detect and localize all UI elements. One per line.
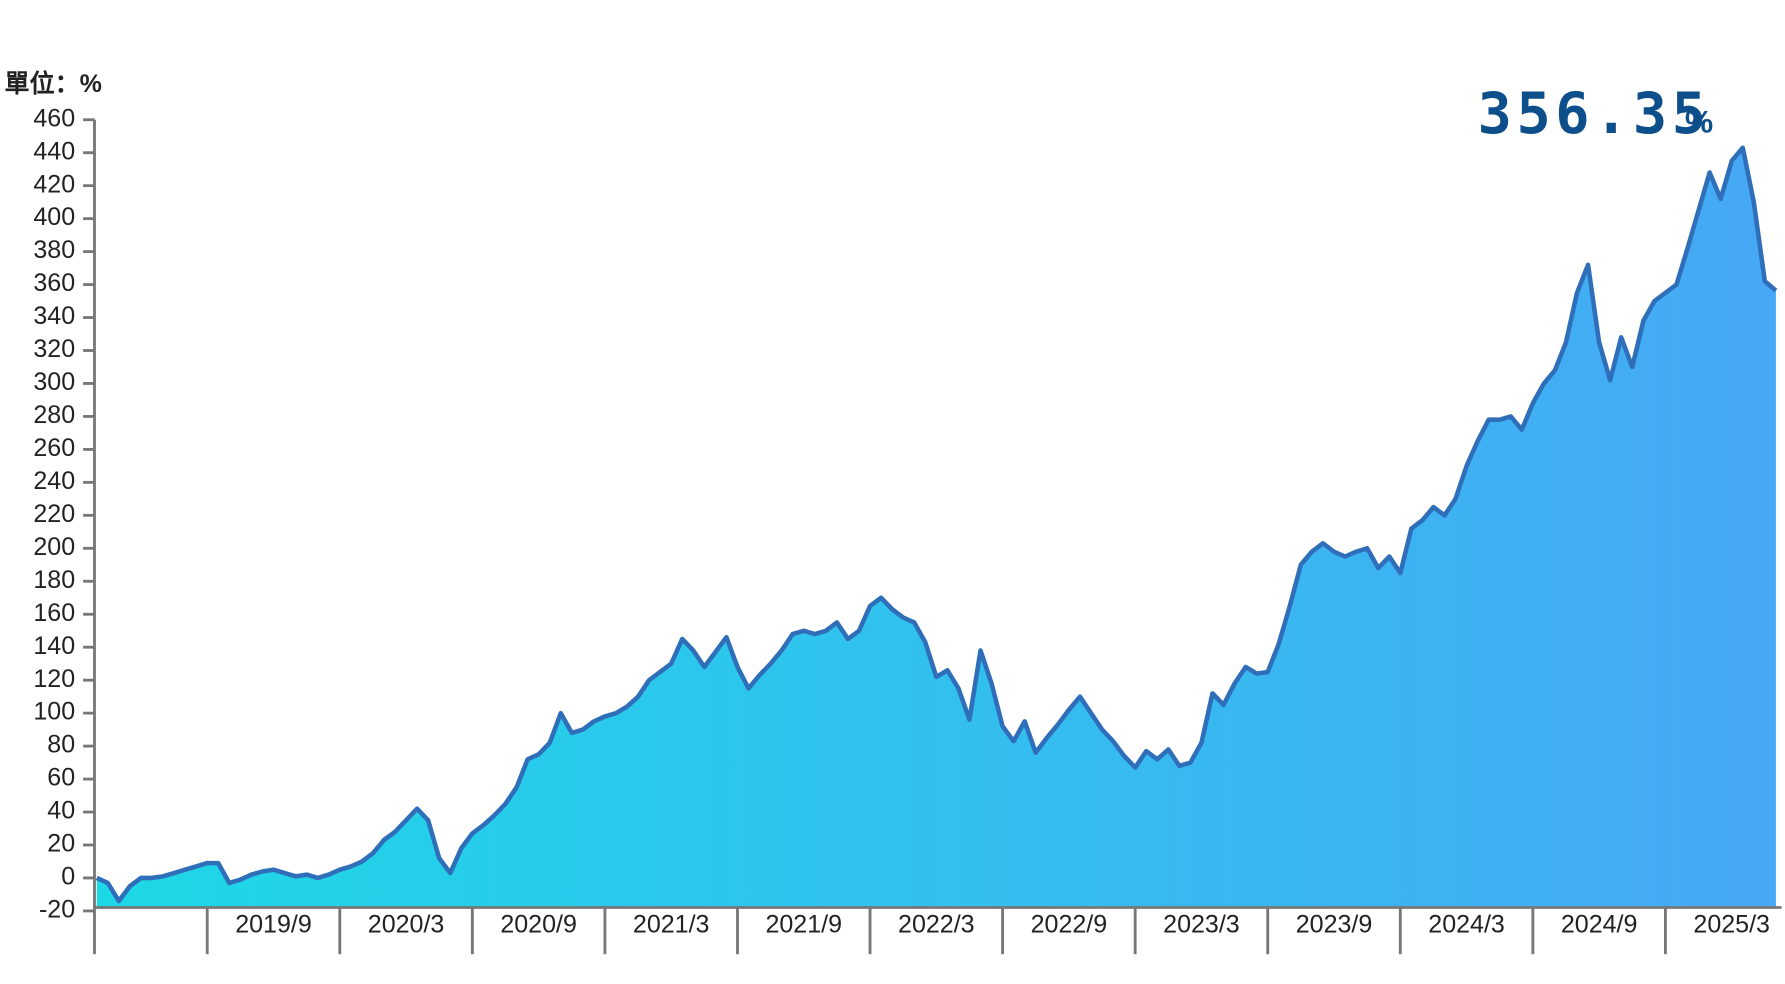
area-fill <box>96 147 1776 908</box>
y-tick-label: 140 <box>33 632 75 660</box>
y-tick-label: 40 <box>47 797 75 825</box>
x-tick-label: 2022/9 <box>1031 910 1108 938</box>
y-axis-unit: 單位：% <box>5 69 102 98</box>
y-tick-label: 20 <box>47 830 75 858</box>
y-tick-label: 360 <box>33 269 75 297</box>
x-tick-label: 2024/3 <box>1428 910 1505 938</box>
y-tick-label: 400 <box>33 203 75 231</box>
y-tick-label: 280 <box>33 401 75 429</box>
y-tick-label: 100 <box>33 698 75 726</box>
y-tick-label: 300 <box>33 368 75 396</box>
last-value-annotation: 356.35 <box>1478 81 1711 147</box>
y-tick-label: 240 <box>33 467 75 495</box>
x-tick-label: 2021/3 <box>633 910 710 938</box>
y-tick-label: 200 <box>33 533 75 561</box>
y-tick-label: 320 <box>33 335 75 363</box>
y-tick-label: 380 <box>33 236 75 264</box>
annotation-unit: % <box>1685 104 1713 140</box>
x-tick-label: 2024/9 <box>1561 910 1638 938</box>
line <box>95 145 1778 904</box>
x-tick-label: 2023/3 <box>1163 910 1240 938</box>
y-tick-label: 460 <box>33 104 75 132</box>
y-tick-label: 340 <box>33 302 75 330</box>
x-tick-label: 2025/3 <box>1693 910 1770 938</box>
y-tick-label: 80 <box>47 731 75 759</box>
y-tick-label: 160 <box>33 599 75 627</box>
y-tick-label: 0 <box>61 863 75 891</box>
x-tick-label: 2021/9 <box>765 910 842 938</box>
x-tick-label: 2020/3 <box>368 910 445 938</box>
y-tick-label: 420 <box>33 170 75 198</box>
y-tick-label: 260 <box>33 434 75 462</box>
y-tick-label: 60 <box>47 764 75 792</box>
y-tick-label: 120 <box>33 665 75 693</box>
y-tick-label: -20 <box>39 896 75 924</box>
y-tick-label: 180 <box>33 566 75 594</box>
y-tick-label: 440 <box>33 137 75 165</box>
x-tick-label: 2023/9 <box>1296 910 1373 938</box>
x-tick-label: 2020/9 <box>500 910 577 938</box>
x-tick-label: 2022/3 <box>898 910 975 938</box>
x-tick-label: 2019/9 <box>235 910 312 938</box>
y-tick-label: 220 <box>33 500 75 528</box>
